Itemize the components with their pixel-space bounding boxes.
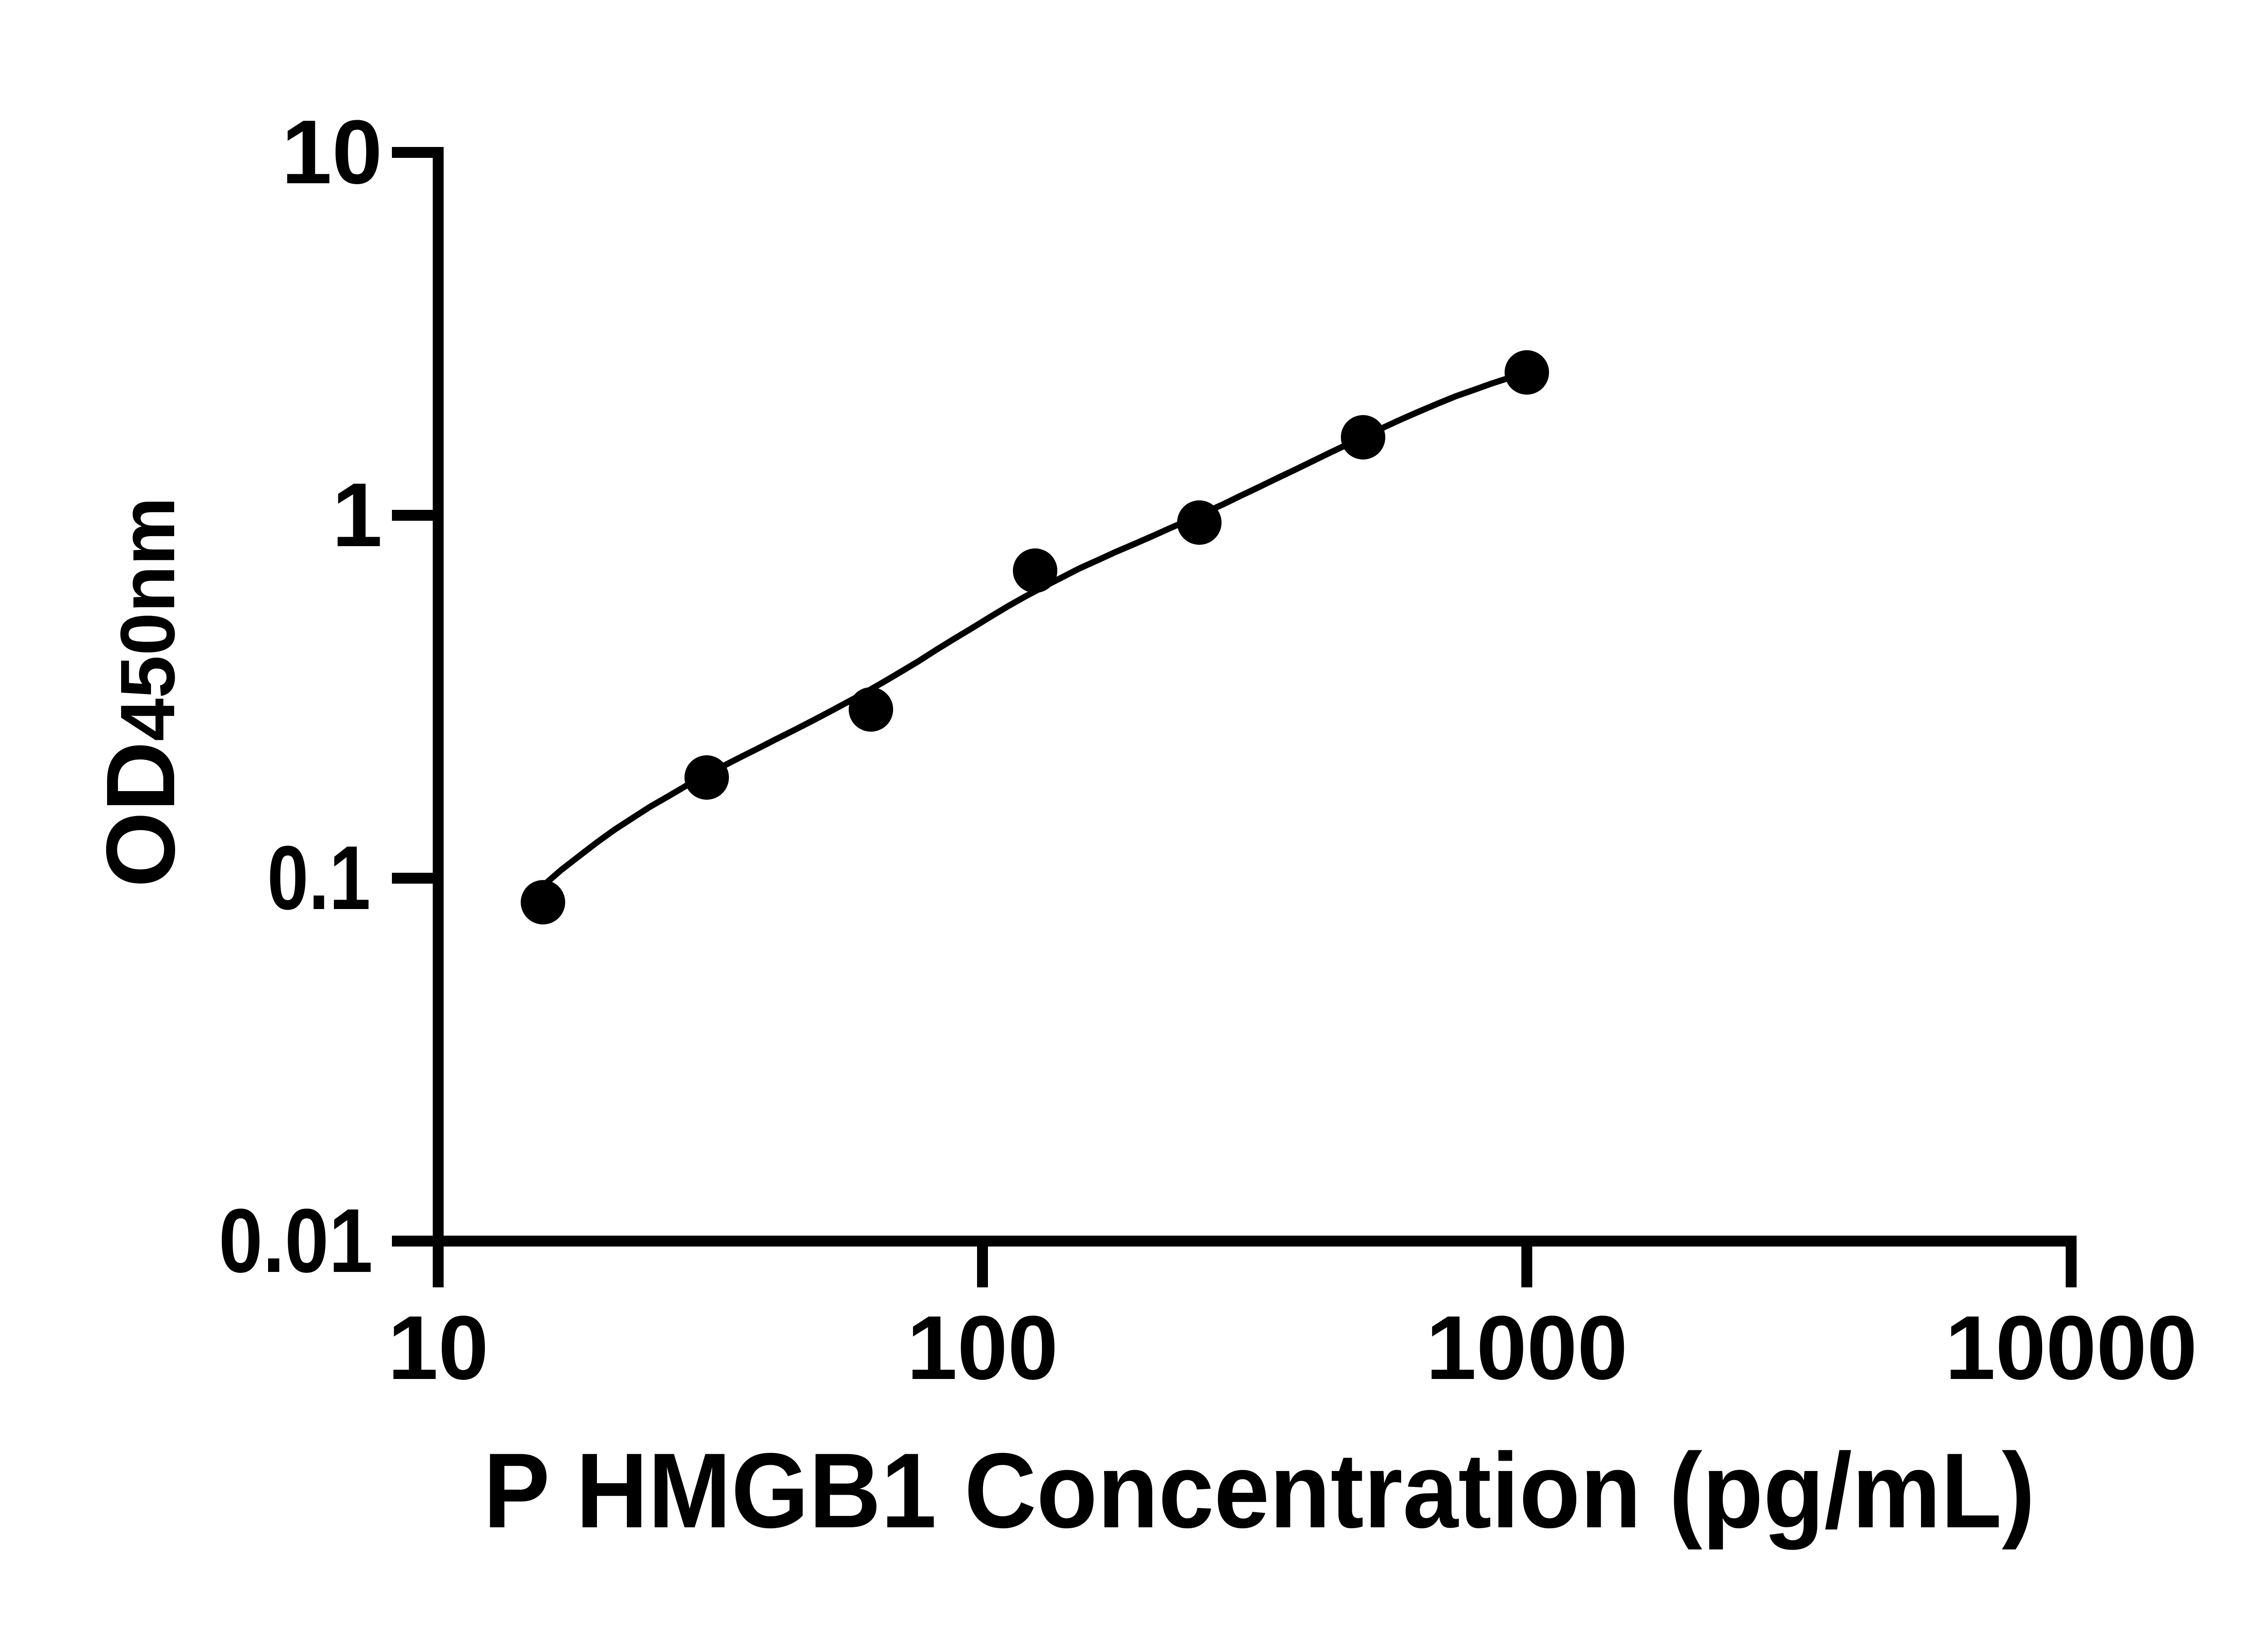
svg-text:10: 10 [388, 1297, 489, 1398]
svg-text:0.1: 0.1 [267, 827, 371, 929]
svg-text:1: 1 [332, 464, 382, 566]
svg-text:10: 10 [282, 102, 382, 203]
svg-text:100: 100 [907, 1297, 1058, 1398]
svg-text:1000: 1000 [1426, 1297, 1628, 1398]
svg-text:0.01: 0.01 [219, 1190, 373, 1291]
svg-text:P HMGB1 Concentration (pg/mL): P HMGB1 Concentration (pg/mL) [484, 1431, 2035, 1550]
svg-text:10000: 10000 [1945, 1297, 2197, 1398]
svg-text:OD450nm: OD450nm [86, 497, 195, 887]
